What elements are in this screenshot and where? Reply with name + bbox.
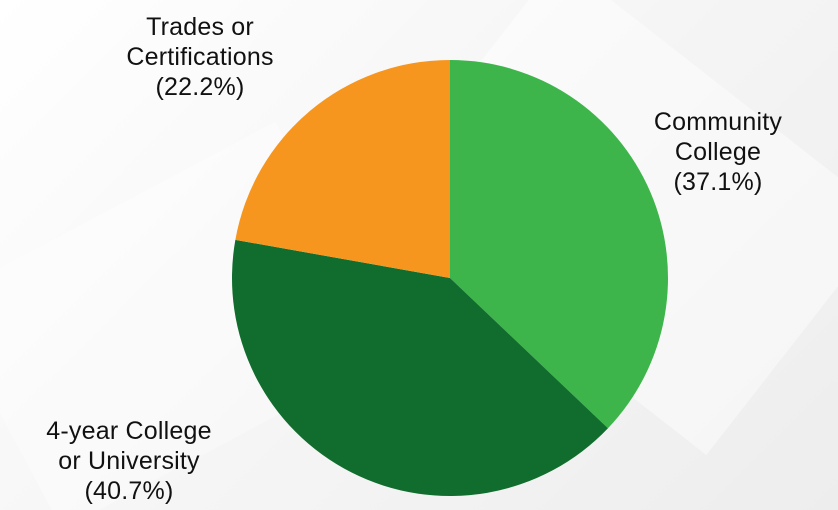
slice-label-line: or University xyxy=(58,447,200,475)
slice-label-line: College xyxy=(674,138,762,166)
slice-value-label: (40.7%) xyxy=(84,477,174,505)
slice-label-community-college: Community College (37.1%) xyxy=(618,107,818,197)
slice-value-label: (22.2%) xyxy=(155,73,245,101)
slice-label-line: Trades or xyxy=(146,13,254,41)
slice-label-line: Community xyxy=(653,108,783,136)
slice-label-4-year-college: 4-year College or University (40.7%) xyxy=(4,416,254,506)
pie-slice-1 xyxy=(450,60,668,429)
slice-label-trades: Trades or Certifications (22.2%) xyxy=(80,12,320,102)
pie-slice-2 xyxy=(231,239,608,497)
pie-slice-3 xyxy=(235,60,450,278)
pie-slices xyxy=(231,60,668,497)
slice-label-line: Certifications xyxy=(126,43,274,71)
slice-value-label: (37.1%) xyxy=(673,168,763,196)
slice-label-line: 4-year College xyxy=(46,417,212,445)
